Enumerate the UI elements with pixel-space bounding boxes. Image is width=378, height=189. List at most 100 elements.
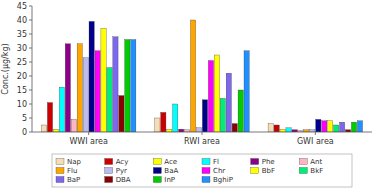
x-tick-label: RWI area bbox=[184, 137, 220, 146]
bar bbox=[202, 100, 207, 132]
x-tick-label: GWI area bbox=[297, 137, 334, 146]
x-tick bbox=[88, 132, 89, 135]
legend-label: BaP bbox=[67, 176, 80, 184]
y-tick-label: 45 bbox=[17, 2, 27, 11]
bar bbox=[220, 98, 225, 132]
legend-swatch bbox=[202, 159, 210, 165]
bar bbox=[214, 55, 219, 132]
bar bbox=[357, 121, 362, 132]
legend-swatch bbox=[56, 177, 64, 183]
y-tick bbox=[29, 6, 32, 7]
bar bbox=[274, 125, 279, 132]
y-tick-label: 35 bbox=[17, 30, 27, 39]
legend-swatch bbox=[105, 168, 113, 174]
y-axis-label: Conc.(μg/kg) bbox=[1, 43, 10, 94]
y-tick bbox=[29, 76, 32, 77]
legend-swatch bbox=[299, 168, 307, 174]
legend-swatch bbox=[153, 168, 161, 174]
y-tick bbox=[29, 62, 32, 63]
legend-swatch bbox=[105, 177, 113, 183]
chart: 051015202530354045Conc.(μg/kg)WWI areaRW… bbox=[0, 0, 378, 189]
y-tick-label: 40 bbox=[17, 16, 27, 25]
bar bbox=[59, 87, 64, 132]
y-tick bbox=[29, 118, 32, 119]
bar bbox=[53, 129, 58, 132]
y-tick-label: 10 bbox=[17, 100, 27, 109]
bar bbox=[77, 44, 82, 132]
y-tick-label: 30 bbox=[17, 44, 27, 53]
bar bbox=[119, 96, 124, 132]
bar bbox=[161, 112, 166, 132]
y-tick-label: 5 bbox=[22, 114, 27, 123]
bar bbox=[190, 20, 195, 132]
bar bbox=[328, 121, 333, 132]
bars bbox=[41, 20, 362, 132]
bar bbox=[334, 125, 339, 132]
legend-swatch bbox=[105, 159, 113, 165]
bar bbox=[95, 51, 100, 132]
y-tick bbox=[29, 132, 32, 133]
bar bbox=[280, 129, 285, 132]
bar bbox=[268, 124, 273, 132]
y-tick-label: 20 bbox=[17, 72, 27, 81]
bar bbox=[286, 128, 291, 132]
bar bbox=[101, 28, 106, 132]
bar bbox=[351, 122, 356, 132]
y-tick bbox=[29, 48, 32, 49]
bar bbox=[232, 124, 237, 132]
legend-label: Acy bbox=[116, 158, 129, 166]
bar bbox=[107, 68, 112, 132]
y-axis bbox=[32, 6, 33, 132]
legend: NapAcyAceFlPheAntFluPyrBaAChrBbFBkFBaPDB… bbox=[52, 154, 352, 187]
legend-label: BkF bbox=[310, 167, 323, 175]
y-tick bbox=[29, 104, 32, 105]
bar bbox=[155, 118, 160, 132]
y-tick bbox=[29, 20, 32, 21]
legend-label: Fl bbox=[213, 158, 219, 166]
bar bbox=[131, 40, 136, 132]
bar bbox=[173, 104, 178, 132]
y-tick bbox=[29, 34, 32, 35]
bar bbox=[83, 58, 88, 132]
bar bbox=[179, 129, 184, 132]
legend-swatch bbox=[202, 168, 210, 174]
bar bbox=[125, 40, 130, 132]
legend-label: Pyr bbox=[116, 167, 127, 175]
legend-label: Flu bbox=[67, 167, 77, 175]
bar bbox=[65, 44, 70, 132]
legend-label: BghiP bbox=[213, 176, 233, 184]
legend-label: Nap bbox=[67, 158, 82, 166]
bar bbox=[71, 119, 76, 132]
legend-swatch bbox=[202, 177, 210, 183]
bar bbox=[41, 125, 46, 132]
legend-label: BbF bbox=[262, 167, 275, 175]
legend-label: Ant bbox=[310, 158, 322, 166]
y-tick-label: 25 bbox=[17, 58, 27, 67]
bar bbox=[339, 122, 344, 132]
bar bbox=[226, 73, 231, 132]
legend-frame bbox=[52, 154, 352, 187]
legend-swatch bbox=[299, 159, 307, 165]
legend-swatch bbox=[153, 159, 161, 165]
bar bbox=[196, 128, 201, 132]
legend-swatch bbox=[153, 177, 161, 183]
legend-label: Ace bbox=[164, 158, 177, 166]
legend-swatch bbox=[251, 159, 259, 165]
x-tick bbox=[202, 132, 203, 135]
legend-swatch bbox=[251, 168, 259, 174]
legend-label: BaA bbox=[164, 167, 178, 175]
bar bbox=[208, 61, 213, 132]
y-tick-label: 15 bbox=[17, 86, 27, 95]
legend-label: Phe bbox=[262, 158, 275, 166]
y-tick bbox=[29, 90, 32, 91]
x-tick-label: WWI area bbox=[69, 137, 108, 146]
legend-label: DBA bbox=[116, 176, 131, 184]
bar bbox=[316, 119, 321, 132]
bar bbox=[167, 129, 172, 132]
legend-swatch bbox=[56, 168, 64, 174]
bar bbox=[113, 37, 118, 132]
legend-swatch bbox=[56, 159, 64, 165]
bar bbox=[244, 51, 249, 132]
x-tick bbox=[315, 132, 316, 135]
bar bbox=[322, 121, 327, 132]
